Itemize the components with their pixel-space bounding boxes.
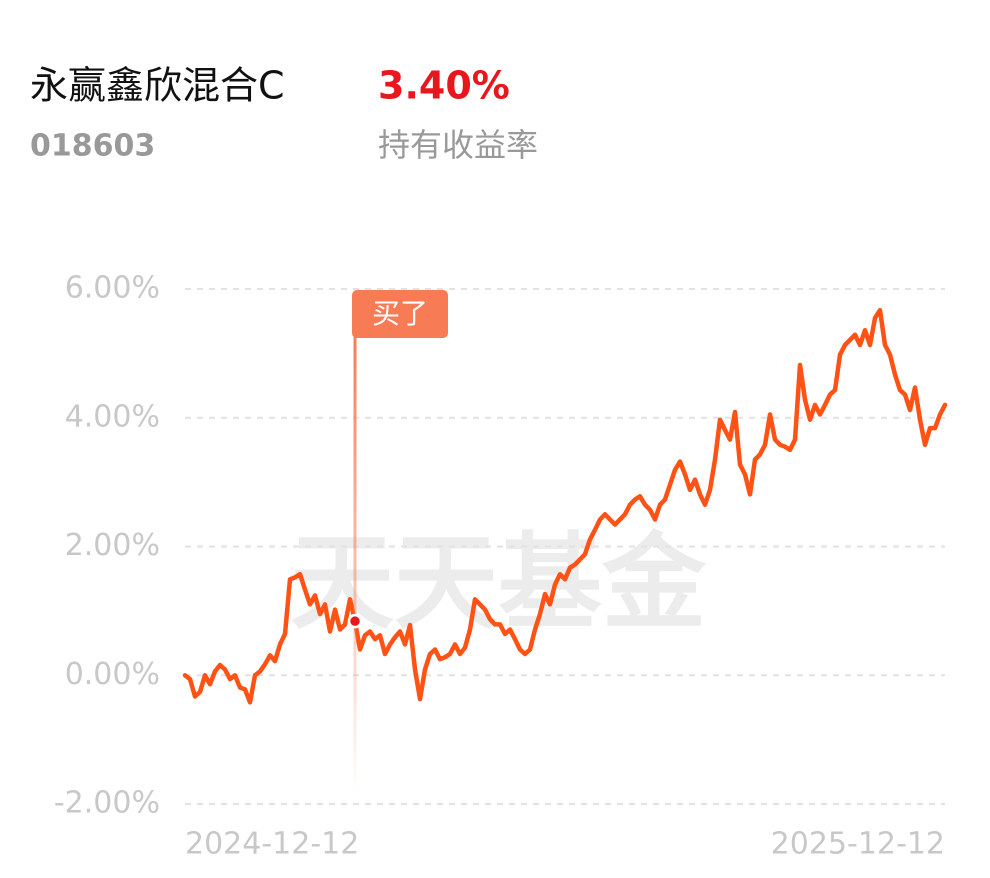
buy-label: 买了 bbox=[372, 297, 428, 330]
y-tick-label: 4.00% bbox=[65, 399, 160, 434]
buy-point bbox=[347, 613, 363, 629]
fund-name: 永赢鑫欣混合C bbox=[30, 64, 285, 108]
return-value: 3.40% bbox=[378, 64, 510, 108]
x-tick-label: 2025-12-12 bbox=[771, 827, 945, 862]
y-tick-label: -2.00% bbox=[54, 786, 160, 821]
x-tick-label: 2024-12-12 bbox=[185, 827, 359, 862]
buy-line bbox=[353, 330, 357, 795]
fund-code: 018603 bbox=[30, 129, 155, 164]
y-tick-label: 6.00% bbox=[65, 271, 160, 306]
buy-flag bbox=[352, 290, 448, 338]
return-label: 持有收益率 bbox=[378, 126, 538, 164]
y-tick-label: 0.00% bbox=[65, 657, 160, 692]
y-tick-label: 2.00% bbox=[65, 528, 160, 563]
line bbox=[182, 307, 948, 705]
